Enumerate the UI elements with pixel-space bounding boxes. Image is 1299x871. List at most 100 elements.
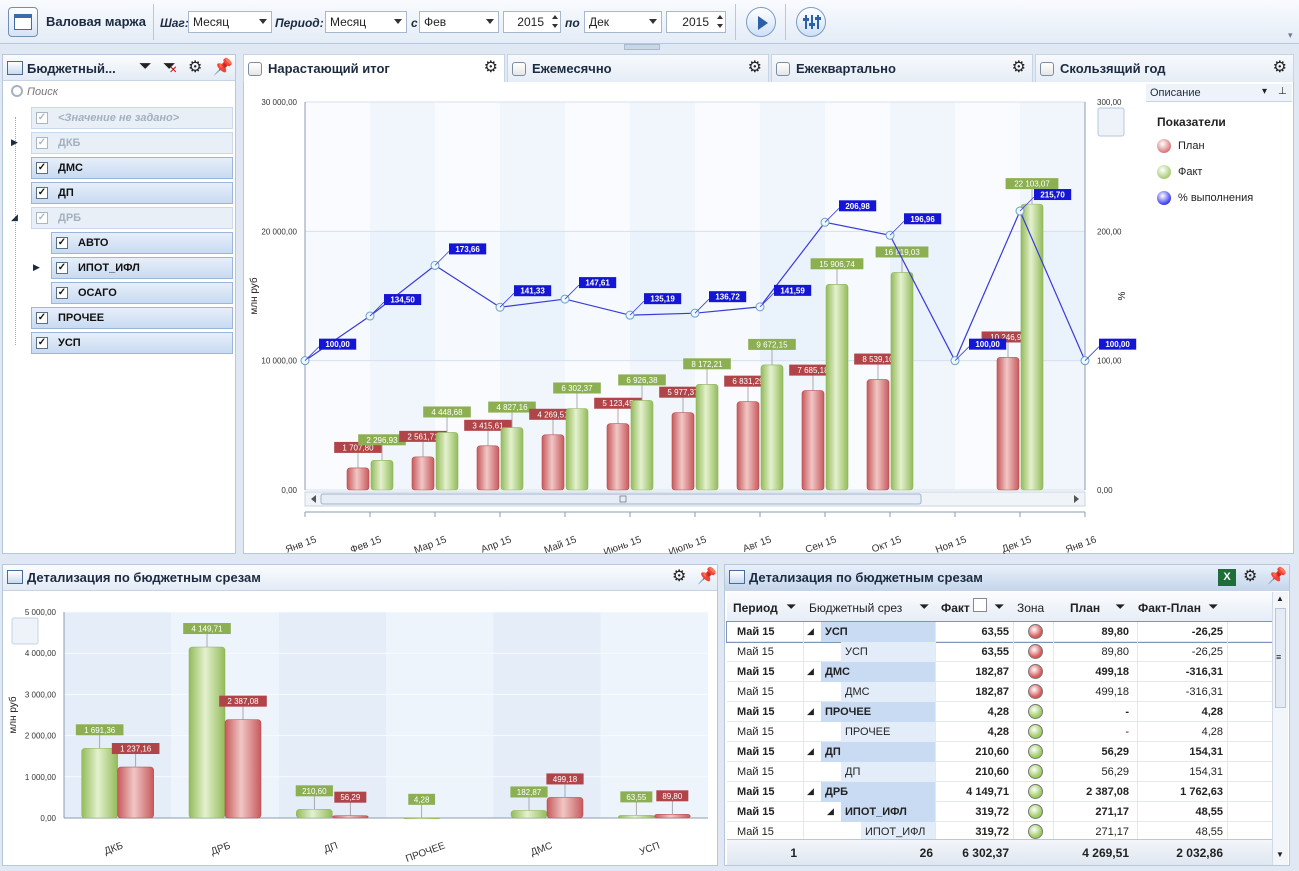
col-zone[interactable]: Зона	[1017, 601, 1045, 615]
scroll-down-icon[interactable]: ▼	[1276, 850, 1284, 859]
excel-export-icon[interactable]: X	[1218, 569, 1236, 586]
gear-icon[interactable]: ⚙	[188, 59, 203, 76]
tab-quarterly[interactable]: Ежеквартально ⚙	[771, 54, 1033, 82]
table-row[interactable]: Май 15 ДП 210,60 56,29 154,31 ◢	[727, 742, 1272, 762]
checkbox[interactable]: ✓	[36, 312, 48, 324]
collapse-toggle-icon[interactable]: ◢	[807, 626, 814, 636]
legend-label[interactable]: % выполнения	[1178, 192, 1254, 204]
checkbox[interactable]: ✓	[36, 162, 48, 174]
scroll-thumb[interactable]	[320, 493, 922, 505]
table-row[interactable]: Май 15 УСП 63,55 89,80 -26,25	[727, 642, 1272, 662]
tree-item[interactable]: ✓ ПРОЧЕЕ	[31, 307, 233, 329]
filter-icon[interactable]: ⏷	[1209, 601, 1218, 613]
scroll-up-icon[interactable]: ▲	[1276, 594, 1284, 603]
gear-icon[interactable]: ⚙	[1011, 59, 1026, 76]
filter-clear-icon[interactable]: ⏷	[163, 58, 176, 75]
filter-icon[interactable]: ⏷	[1116, 601, 1125, 613]
pin-icon[interactable]: ⊥	[1278, 86, 1287, 97]
pin-icon[interactable]: 📌	[697, 568, 717, 585]
legend-label[interactable]: План	[1178, 140, 1205, 152]
tab-cumulative[interactable]: Нарастающий итог ⚙	[243, 54, 505, 82]
export-icon[interactable]	[1097, 107, 1125, 137]
scroll-left-icon[interactable]	[311, 495, 316, 503]
scroll-down-icon[interactable]: ▾	[1288, 30, 1293, 40]
grid-scrollbar[interactable]: ▲ ≡ ▼	[1272, 592, 1288, 865]
tree-item[interactable]: ✓ ИПОТ_ИФЛ	[51, 257, 233, 279]
play-button[interactable]	[746, 7, 776, 37]
checkbox[interactable]: ✓	[56, 262, 68, 274]
table-row[interactable]: Май 15 ДМС 182,87 499,18 -316,31	[727, 682, 1272, 702]
col-slice[interactable]: Бюджетный срез	[809, 601, 903, 615]
collapse-toggle-icon[interactable]: ◢	[807, 666, 814, 676]
spin-up-icon[interactable]	[717, 15, 723, 19]
table-row[interactable]: Май 15 ДП 210,60 56,29 154,31	[727, 762, 1272, 782]
table-row[interactable]: Май 15 ДРБ 4 149,71 2 387,08 1 762,63 ◢	[727, 782, 1272, 802]
legend-label[interactable]: Факт	[1178, 166, 1203, 178]
checkbox[interactable]: ✓	[36, 187, 48, 199]
table-row[interactable]: Май 15 ДМС 182,87 499,18 -316,31 ◢	[727, 662, 1272, 682]
expand-toggle-icon[interactable]: ◢	[11, 212, 18, 222]
gear-icon[interactable]: ⚙	[1243, 568, 1258, 585]
tab-rolling-year[interactable]: Скользящий год ⚙	[1035, 54, 1294, 82]
checkbox[interactable]: ✓	[36, 137, 48, 149]
data-label: 3 415,61	[472, 421, 504, 430]
gear-icon[interactable]: ⚙	[483, 59, 498, 76]
col-plan[interactable]: План	[1070, 601, 1101, 615]
col-fact[interactable]: Факт	[941, 601, 970, 615]
col-period[interactable]: Период	[733, 601, 778, 615]
tree-item[interactable]: ✓ ДП	[31, 182, 233, 204]
splitter-handle[interactable]	[624, 44, 660, 50]
search-input[interactable]	[27, 83, 227, 101]
col-fact-plan[interactable]: Факт-План	[1138, 601, 1201, 615]
expand-toggle-icon[interactable]: ▶	[11, 137, 18, 147]
collapse-toggle-icon[interactable]: ◢	[807, 706, 814, 716]
tree-item[interactable]: ✓ ДКБ	[31, 132, 233, 154]
pin-icon[interactable]: 📌	[1267, 568, 1287, 585]
checkbox[interactable]: ✓	[56, 237, 68, 249]
spin-down-icon[interactable]	[552, 24, 558, 28]
tree-item[interactable]: ✓ ОСАГО	[51, 282, 233, 304]
tab-monthly[interactable]: Ежемесячно ⚙	[507, 54, 769, 82]
horizontal-scrollbar[interactable]	[304, 491, 1086, 507]
expand-toggle-icon[interactable]: ▶	[33, 262, 40, 272]
table-row[interactable]: Май 15 УСП 63,55 89,80 -26,25 ◢	[726, 621, 1273, 643]
to-year-input[interactable]: 2015	[666, 11, 726, 33]
spin-down-icon[interactable]	[717, 24, 723, 28]
checkbox[interactable]: ✓	[36, 212, 48, 224]
checkbox[interactable]: ✓	[36, 112, 48, 124]
filter-icon[interactable]: ⏷	[787, 601, 796, 613]
collapse-toggle-icon[interactable]: ◢	[807, 746, 814, 756]
gear-icon[interactable]: ⚙	[747, 59, 762, 76]
step-select[interactable]: Месяц	[188, 11, 272, 33]
period-select[interactable]: Месяц	[325, 11, 407, 33]
tree-item[interactable]: ✓ ДМС	[31, 157, 233, 179]
checkbox[interactable]: ✓	[36, 337, 48, 349]
from-year-input[interactable]: 2015	[503, 11, 561, 33]
scroll-thumb[interactable]	[1275, 608, 1286, 708]
checkbox[interactable]: ✓	[56, 287, 68, 299]
spin-up-icon[interactable]	[552, 15, 558, 19]
tree-item[interactable]: ✓ ДРБ	[31, 207, 233, 229]
table-row[interactable]: Май 15 ИПОТ_ИФЛ 319,72 271,17 48,55 ◢	[727, 802, 1272, 822]
table-row[interactable]: Май 15 ПРОЧЕЕ 4,28 - 4,28 ◢	[727, 702, 1272, 722]
from-month-select[interactable]: Фев	[419, 11, 499, 33]
tree-item[interactable]: ✓ УСП	[31, 332, 233, 354]
gear-icon[interactable]: ⚙	[1272, 59, 1287, 76]
gear-icon[interactable]: ⚙	[672, 568, 687, 585]
collapse-toggle-icon[interactable]: ◢	[807, 786, 814, 796]
export-icon[interactable]	[11, 617, 39, 645]
tree-item[interactable]: ✓ АВТО	[51, 232, 233, 254]
chart-icon[interactable]	[973, 598, 987, 612]
legend-swatch	[1157, 165, 1171, 179]
tree-item[interactable]: ✓ <Значение не задано>	[31, 107, 233, 129]
table-row[interactable]: Май 15 ПРОЧЕЕ 4,28 - 4,28	[727, 722, 1272, 742]
filter-icon[interactable]: ⏷	[920, 601, 929, 613]
filter-apply-icon[interactable]: ⏷	[139, 58, 152, 75]
to-month-select[interactable]: Дек	[584, 11, 662, 33]
filter-icon[interactable]: ⏷	[995, 601, 1004, 613]
scroll-right-icon[interactable]	[1074, 495, 1079, 503]
pin-icon[interactable]: 📌	[213, 59, 233, 76]
settings-sliders-button[interactable]	[796, 7, 826, 37]
legend-dropdown[interactable]: Описание ▾ ⊥	[1146, 84, 1292, 102]
collapse-toggle-icon[interactable]: ◢	[827, 806, 834, 816]
